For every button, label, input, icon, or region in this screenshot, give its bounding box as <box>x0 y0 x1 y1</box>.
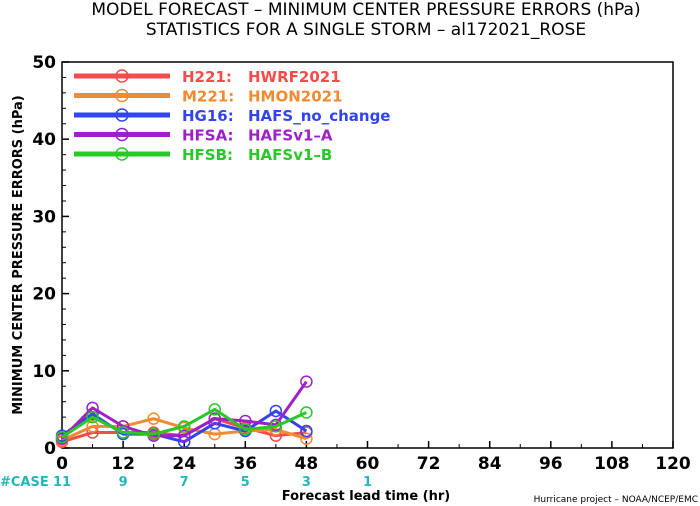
case-label: #CASE <box>0 475 49 490</box>
data-point <box>147 427 160 441</box>
legend-name: HAFS_no_change <box>248 107 390 125</box>
legend-code: HG16: <box>182 107 234 125</box>
chart-title: MODEL FORECAST – MINIMUM CENTER PRESSURE… <box>91 0 640 20</box>
x-tick-label: 120 <box>655 454 691 474</box>
case-count: 9 <box>119 475 128 490</box>
data-point <box>239 423 252 436</box>
series-line <box>60 380 308 440</box>
data-point <box>86 401 99 415</box>
case-count: 5 <box>241 475 250 490</box>
data-point <box>300 424 313 438</box>
legend-entry: H221: HWRF2021 <box>74 68 341 86</box>
x-tick-label: 60 <box>356 454 380 474</box>
series-layer <box>55 375 313 449</box>
data-point <box>269 404 283 418</box>
legend-entry: HFSA: HAFSv1–A <box>74 127 333 145</box>
data-point <box>86 420 99 433</box>
series-line <box>61 407 308 439</box>
legend-entry: M221: HMON2021 <box>74 88 343 106</box>
case-count: 1 <box>363 475 372 490</box>
x-axis: 0 12 24 36 48 60 72 84 96 108 120 <box>56 441 691 474</box>
chart-subtitle: STATISTICS FOR A SINGLE STORM – al172021… <box>146 20 586 40</box>
legend-code: HFSB: <box>182 146 233 164</box>
legend-name: HMON2021 <box>248 88 343 106</box>
x-tick-label: 24 <box>172 454 196 474</box>
x-tick-label: 72 <box>417 454 441 474</box>
x-tick-label: 0 <box>56 454 68 474</box>
series-HAFSv1–B <box>55 403 313 444</box>
case-count: 11 <box>53 475 71 490</box>
legend-marker <box>115 69 129 83</box>
legend: H221: HWRF2021 M221: HMON2021 HG16: HAFS_no_c… <box>74 68 390 164</box>
legend-name: HWRF2021 <box>248 68 341 86</box>
y-axis-label: MINIMUM CENTER PRESSURE ERRORS (hPa) <box>11 95 26 415</box>
x-tick-label: 36 <box>233 454 257 474</box>
legend-entry: HFSB: HAFSv1–B <box>74 146 332 164</box>
case-count: 3 <box>302 475 311 490</box>
x-tick-label: 84 <box>478 454 502 474</box>
legend-marker <box>115 88 129 103</box>
legend-marker <box>115 127 129 142</box>
y-tick-label: 50 <box>32 53 56 73</box>
data-point <box>177 429 191 442</box>
legend-entry: HG16: HAFS_no_change <box>74 107 390 125</box>
y-axis: 0 10 20 30 40 50 <box>32 53 69 459</box>
data-point <box>116 426 130 439</box>
data-point <box>55 430 69 444</box>
data-point <box>269 420 283 433</box>
credit-text: Hurricane project – NOAA/NCEP/EMC <box>534 495 698 505</box>
data-point <box>239 414 252 428</box>
legend-name: HAFSv1–B <box>248 146 332 164</box>
legend-name: HAFSv1–A <box>248 127 333 145</box>
x-axis-label: Forecast lead time (hr) <box>282 489 450 504</box>
x-tick-label: 12 <box>111 454 135 474</box>
data-point <box>147 412 160 425</box>
data-point <box>208 403 221 416</box>
x-tick-label: 96 <box>539 454 563 474</box>
y-tick-label: 10 <box>32 362 56 382</box>
x-tick-label: 108 <box>594 454 630 474</box>
legend-marker <box>115 147 129 161</box>
data-point <box>208 412 221 425</box>
y-tick-label: 30 <box>32 207 56 227</box>
case-counts: 11 9 7 5 3 1 <box>53 475 372 490</box>
data-point <box>300 375 313 388</box>
data-point <box>86 410 99 424</box>
legend-code: H221: <box>182 68 232 86</box>
x-tick-label: 48 <box>295 454 319 474</box>
data-point <box>300 406 313 419</box>
legend-marker <box>115 108 129 122</box>
legend-code: HFSA: <box>182 127 234 145</box>
y-tick-label: 40 <box>32 130 56 150</box>
y-tick-label: 20 <box>32 285 56 305</box>
case-count: 7 <box>180 475 189 490</box>
data-point <box>300 432 313 445</box>
legend-code: M221: <box>182 88 234 106</box>
y-tick-label: 0 <box>44 439 56 459</box>
data-point <box>177 420 191 433</box>
